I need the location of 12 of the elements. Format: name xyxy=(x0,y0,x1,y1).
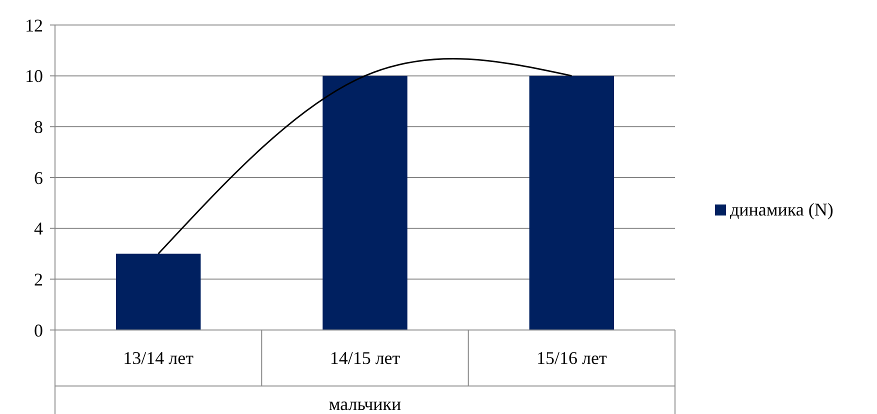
y-tick-label: 12 xyxy=(25,15,43,36)
legend-label: динамика (N) xyxy=(730,200,834,220)
y-tick-label: 0 xyxy=(34,320,43,340)
x-tick-label: 14/15 лет xyxy=(330,348,400,368)
y-tick-label: 6 xyxy=(34,168,43,188)
y-tick-label: 4 xyxy=(34,218,43,239)
y-tick-label: 8 xyxy=(34,116,43,137)
x-tick-label: 15/16 лет xyxy=(536,348,607,368)
y-tick-label: 2 xyxy=(34,269,43,290)
y-tick-label: 10 xyxy=(25,66,43,86)
x-tick-label: 13/14 лет xyxy=(123,348,194,368)
x-axis-title: мальчики xyxy=(328,394,402,414)
